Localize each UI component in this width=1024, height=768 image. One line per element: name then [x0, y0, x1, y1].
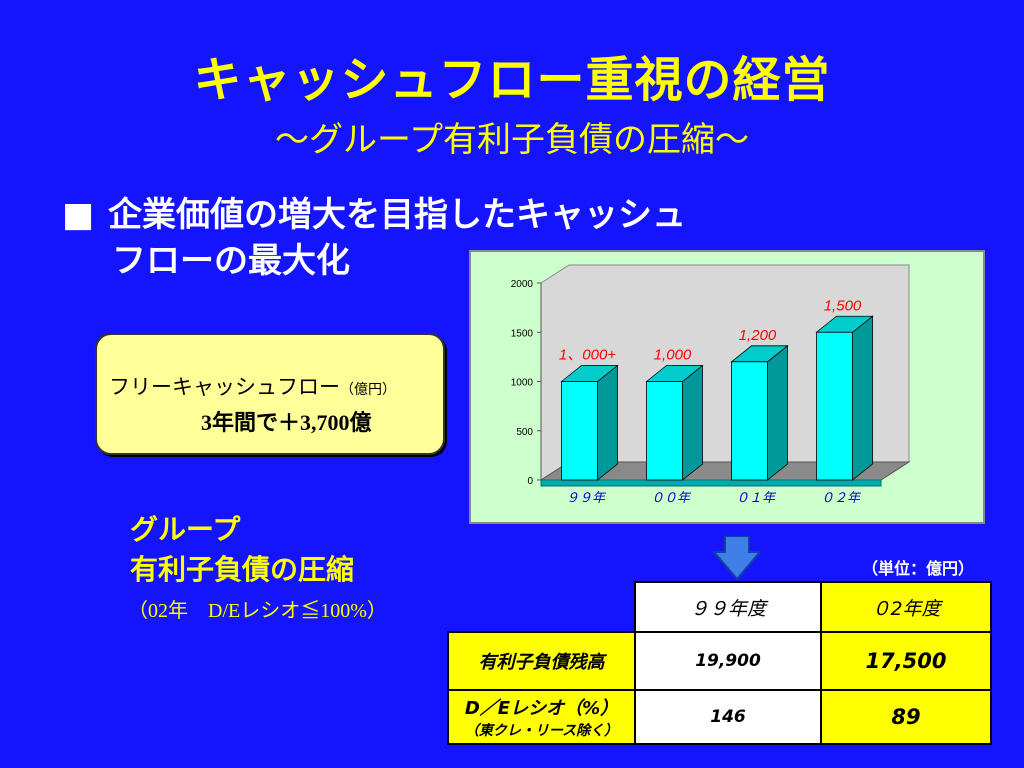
- table-cell: 19,900: [634, 631, 822, 691]
- table-row: D／Eレシオ（%） （東クレ・リース除く） 146 89: [447, 689, 992, 745]
- table-row-label: 有利子負債残高: [447, 631, 636, 691]
- bar-data-label: 1,000: [654, 347, 692, 364]
- bullet-marker: ■: [62, 195, 95, 235]
- de-ratio-target-note: （02年 D/Eレシオ≦100%）: [128, 600, 387, 622]
- fcf-value: 3年間で＋3,700億: [201, 410, 372, 435]
- fcf-unit: （億円）: [340, 382, 396, 398]
- fcf-label: フリーキャッシュフロー: [109, 375, 340, 399]
- table-cell: 89: [820, 689, 992, 745]
- free-cash-flow-box: フリーキャッシュフロー（億円） 3年間で＋3,700億: [95, 333, 445, 455]
- bar-side: [682, 364, 703, 481]
- down-arrow-icon: [713, 536, 761, 580]
- table-header-cell: ０2年度: [820, 581, 992, 633]
- group-heading-line-1: グループ: [130, 513, 241, 546]
- table-row-label-note: （東クレ・リース除く）: [464, 723, 619, 739]
- bar: [816, 331, 853, 481]
- bar-side: [767, 344, 788, 481]
- bar-side: [597, 364, 618, 481]
- y-tick-label: 2000: [511, 279, 534, 290]
- page-title: キャッシュフロー重視の経営: [193, 52, 831, 108]
- fcf-label-line: フリーキャッシュフロー（億円）: [109, 371, 396, 401]
- x-tick-label: ０２年: [821, 490, 862, 505]
- unit-note: （単位：億円）: [862, 559, 975, 578]
- bar-chart: 0 500 1000 1500 2000 ９９年 1、000+ ００年 1,000 ０１年 1,2…: [469, 250, 985, 524]
- bar-data-label: 1,200: [739, 327, 777, 344]
- page-subtitle: ～グループ有利子負債の圧縮～: [275, 120, 749, 160]
- x-tick-label: ００年: [651, 490, 692, 505]
- table-row: 有利子負債残高 19,900 17,500: [447, 631, 992, 691]
- table-row-label: D／Eレシオ（%） （東クレ・リース除く）: [447, 689, 636, 745]
- bullet-point: ■ 企業価値の増大を目指したキャッシュ フローの最大化: [62, 192, 822, 284]
- y-tick-label: 1500: [511, 328, 534, 339]
- table-header-row: ９９年度 ０2年度: [448, 581, 992, 633]
- bullet-line-2: フローの最大化: [112, 241, 350, 281]
- table-header-cell: ９９年度: [634, 581, 822, 633]
- bar: [731, 361, 768, 481]
- y-tick-label: 500: [516, 427, 533, 438]
- table-cell: 146: [634, 689, 822, 745]
- bar-side: [852, 315, 873, 481]
- y-tick-label: 0: [527, 476, 533, 487]
- bar-chart-svg: 0 500 1000 1500 2000 ９９年 1、000+ ００年 1,000 ０１年 1,2…: [511, 264, 911, 505]
- y-tick-label: 1000: [511, 378, 534, 389]
- x-tick-label: ９９年: [566, 490, 607, 505]
- bar: [646, 381, 683, 481]
- group-heading: グループ 有利子負債の圧縮: [130, 510, 354, 590]
- debt-table: ９９年度 ０2年度 有利子負債残高 19,900 17,500 D／Eレシオ（%…: [447, 581, 992, 745]
- bar-data-label: 1,500: [824, 297, 862, 314]
- group-heading-line-2: 有利子負債の圧縮: [130, 553, 355, 586]
- table-cell: 17,500: [820, 631, 992, 691]
- bar-data-label: 1、000+: [559, 347, 616, 364]
- x-tick-label: ０１年: [736, 490, 777, 505]
- table-row-label-main: D／Eレシオ（%）: [464, 698, 619, 719]
- bar: [561, 381, 598, 481]
- bullet-line-1: 企業価値の増大を目指したキャッシュ: [108, 195, 686, 235]
- chart-floor-edge: [540, 479, 882, 487]
